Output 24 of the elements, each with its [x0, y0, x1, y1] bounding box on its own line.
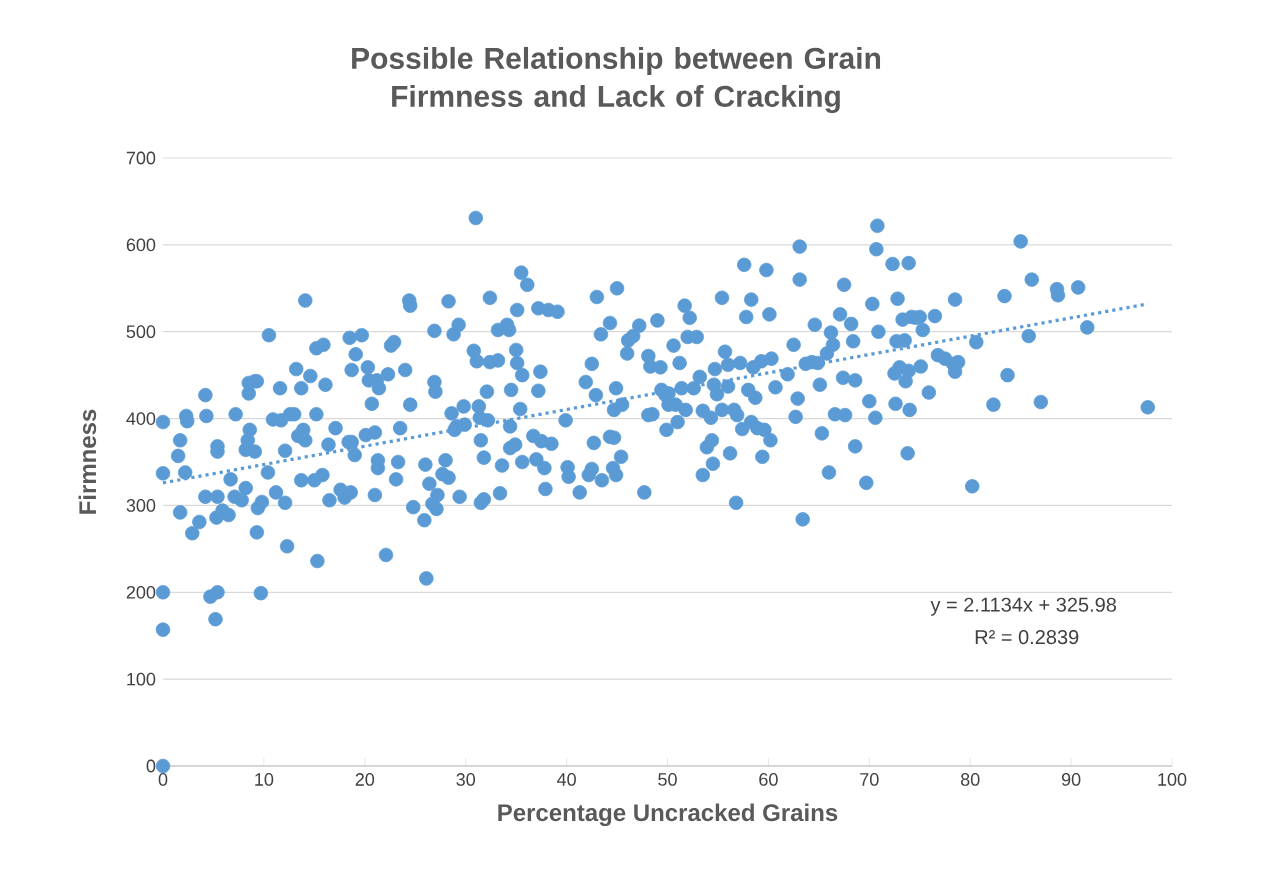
x-tick-label: 0 — [158, 773, 168, 786]
x-tick-label: 50 — [658, 773, 677, 786]
annotation: y = 2.1134x + 325.98 — [930, 597, 1117, 616]
x-tick-label: 90 — [1061, 773, 1081, 786]
y-axis-title: Firmness — [78, 409, 97, 514]
annotation: R² = 0.2839 — [975, 630, 1079, 645]
y-tick-label: 400 — [126, 412, 156, 425]
y-tick-label: 300 — [126, 499, 156, 512]
y-tick-label: 0 — [146, 759, 156, 773]
y-tick-label: 100 — [127, 672, 156, 686]
y-tick-label: 700 — [126, 151, 156, 165]
y-tick-label: 200 — [126, 585, 156, 599]
chart-title: Possible Relationship between Grain Firmness and Lack of Cracking — [352, 46, 881, 114]
y-tick-label: 500 — [126, 325, 156, 339]
x-tick-label: 20 — [355, 773, 375, 786]
x-tick-label: 10 — [255, 773, 274, 786]
x-tick-label: 80 — [960, 773, 980, 786]
x-tick-label: 60 — [759, 773, 778, 786]
x-tick-label: 100 — [1158, 773, 1187, 786]
x-tick-label: 70 — [860, 773, 879, 786]
x-tick-label: 40 — [557, 773, 576, 786]
y-tick-label: 600 — [126, 238, 156, 252]
x-axis-title: Percentage Uncracked Grains — [498, 803, 838, 827]
x-tick-label: 30 — [456, 773, 476, 786]
